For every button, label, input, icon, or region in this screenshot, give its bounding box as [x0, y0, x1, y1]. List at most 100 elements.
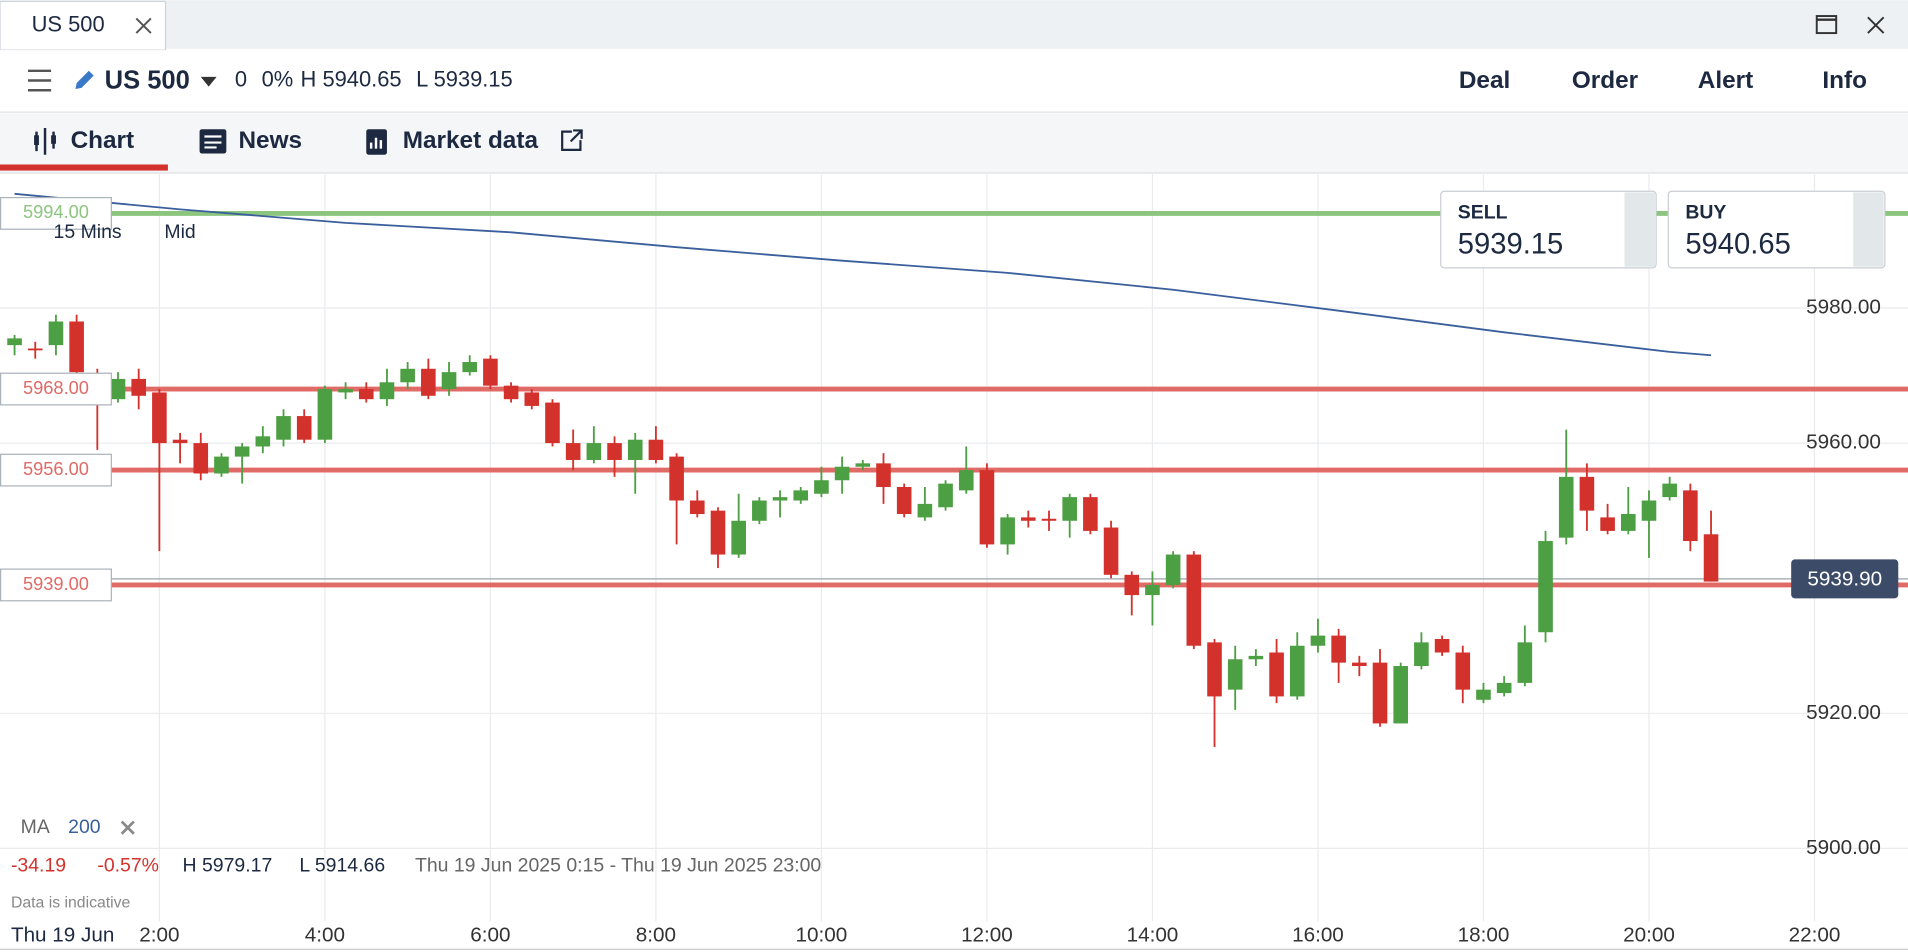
edit-icon[interactable]: [75, 70, 94, 90]
news-icon: [199, 129, 227, 154]
candle: [1021, 510, 1036, 528]
candle-body: [669, 456, 684, 501]
candle-body: [152, 392, 167, 444]
candle: [565, 429, 581, 471]
candle: [1124, 571, 1140, 616]
x-tick-label: 14:00: [1127, 923, 1179, 946]
candle: [917, 486, 933, 521]
instrument[interactable]: US 500: [105, 66, 190, 94]
candle: [524, 389, 540, 410]
candle: [1600, 503, 1615, 535]
candle: [979, 463, 995, 548]
candle: [958, 446, 974, 494]
price-level-tag: [0, 453, 112, 487]
candle-body: [731, 520, 746, 555]
candle: [1331, 628, 1346, 683]
instrument-dropdown[interactable]: [200, 76, 217, 87]
x-tick-label: 20:00: [1623, 923, 1675, 946]
candle: [1310, 618, 1326, 653]
candle-body: [27, 348, 43, 351]
candle: [214, 453, 229, 477]
x-tick-label: 6:00: [470, 923, 510, 946]
x-tick-label: 22:00: [1789, 923, 1841, 946]
close-window[interactable]: [1867, 16, 1885, 34]
candle: [1496, 676, 1512, 697]
tab-market-data[interactable]: Market data: [403, 127, 539, 154]
candle: [772, 490, 788, 518]
tab-news[interactable]: News: [239, 127, 303, 154]
candle: [627, 432, 643, 494]
interval[interactable]: 15 Mins: [54, 221, 122, 243]
candle: [1372, 649, 1388, 727]
candle: [1517, 625, 1533, 687]
candle: [1165, 551, 1181, 589]
action-info[interactable]: Info: [1822, 67, 1867, 94]
candle: [648, 426, 664, 464]
candle: [7, 335, 22, 356]
price-level-label: 5994.00: [23, 201, 89, 222]
candle: [1145, 571, 1160, 626]
y-tick-label: 5920.00: [1806, 701, 1881, 724]
candle: [421, 358, 436, 400]
action-deal[interactable]: Deal: [1459, 67, 1510, 94]
candle: [441, 362, 457, 396]
candle: [172, 432, 188, 464]
window-tab[interactable]: [0, 0, 167, 51]
candle-body: [855, 463, 871, 467]
external-link-icon[interactable]: [561, 129, 583, 151]
high: H 5940.65: [301, 66, 402, 91]
buy-button[interactable]: [1667, 190, 1886, 269]
sell-label: SELL: [1458, 201, 1508, 223]
tab-chart[interactable]: Chart: [71, 127, 135, 154]
x-tick-label: 4:00: [305, 923, 345, 946]
range-change: -34.19: [11, 855, 66, 877]
candle: [1041, 510, 1057, 531]
candle: [152, 389, 167, 552]
candle: [1455, 645, 1471, 704]
candle: [1248, 649, 1264, 667]
y-tick-label: 5900.00: [1806, 836, 1881, 859]
candle: [1558, 429, 1574, 545]
candle: [731, 493, 746, 558]
candle-body: [1538, 541, 1553, 633]
candle-body: [48, 321, 64, 346]
candle-body: [1620, 514, 1636, 531]
candle-body: [1248, 655, 1264, 660]
action-order[interactable]: Order: [1572, 67, 1639, 94]
candle: [462, 355, 478, 376]
toolbar: [0, 50, 1908, 113]
close-tab[interactable]: [135, 17, 152, 34]
menu[interactable]: [27, 69, 52, 92]
x-tick-label: 18:00: [1458, 923, 1510, 946]
price-type[interactable]: Mid: [164, 221, 195, 243]
candle: [379, 368, 395, 406]
candle-body: [1103, 527, 1119, 575]
candle-body: [193, 443, 209, 474]
candle-body: [979, 470, 995, 545]
candle: [483, 355, 498, 390]
disclaimer: Data is indicative: [11, 894, 131, 911]
candle-body: [814, 480, 829, 494]
candle-body: [710, 510, 726, 555]
y-tick-label: 5980.00: [1806, 295, 1881, 318]
candle: [1289, 632, 1305, 700]
maximize[interactable]: [1815, 15, 1838, 35]
candle: [876, 453, 891, 504]
candle-body: [338, 389, 353, 393]
candle-body: [917, 503, 933, 518]
candle: [1703, 510, 1719, 582]
range-low: L 5914.66: [299, 855, 385, 877]
action-alert[interactable]: Alert: [1698, 67, 1753, 94]
sell-button[interactable]: [1440, 190, 1657, 269]
candle: [1062, 493, 1077, 538]
candle-body: [958, 470, 974, 491]
remove-ma[interactable]: [120, 820, 135, 835]
candle: [110, 372, 126, 403]
candle: [503, 382, 519, 403]
candle: [234, 443, 250, 484]
candle: [545, 399, 560, 447]
change: 0: [235, 66, 247, 91]
candle-body: [1021, 517, 1036, 521]
candle-body: [1414, 642, 1429, 667]
candle-body: [234, 446, 250, 457]
